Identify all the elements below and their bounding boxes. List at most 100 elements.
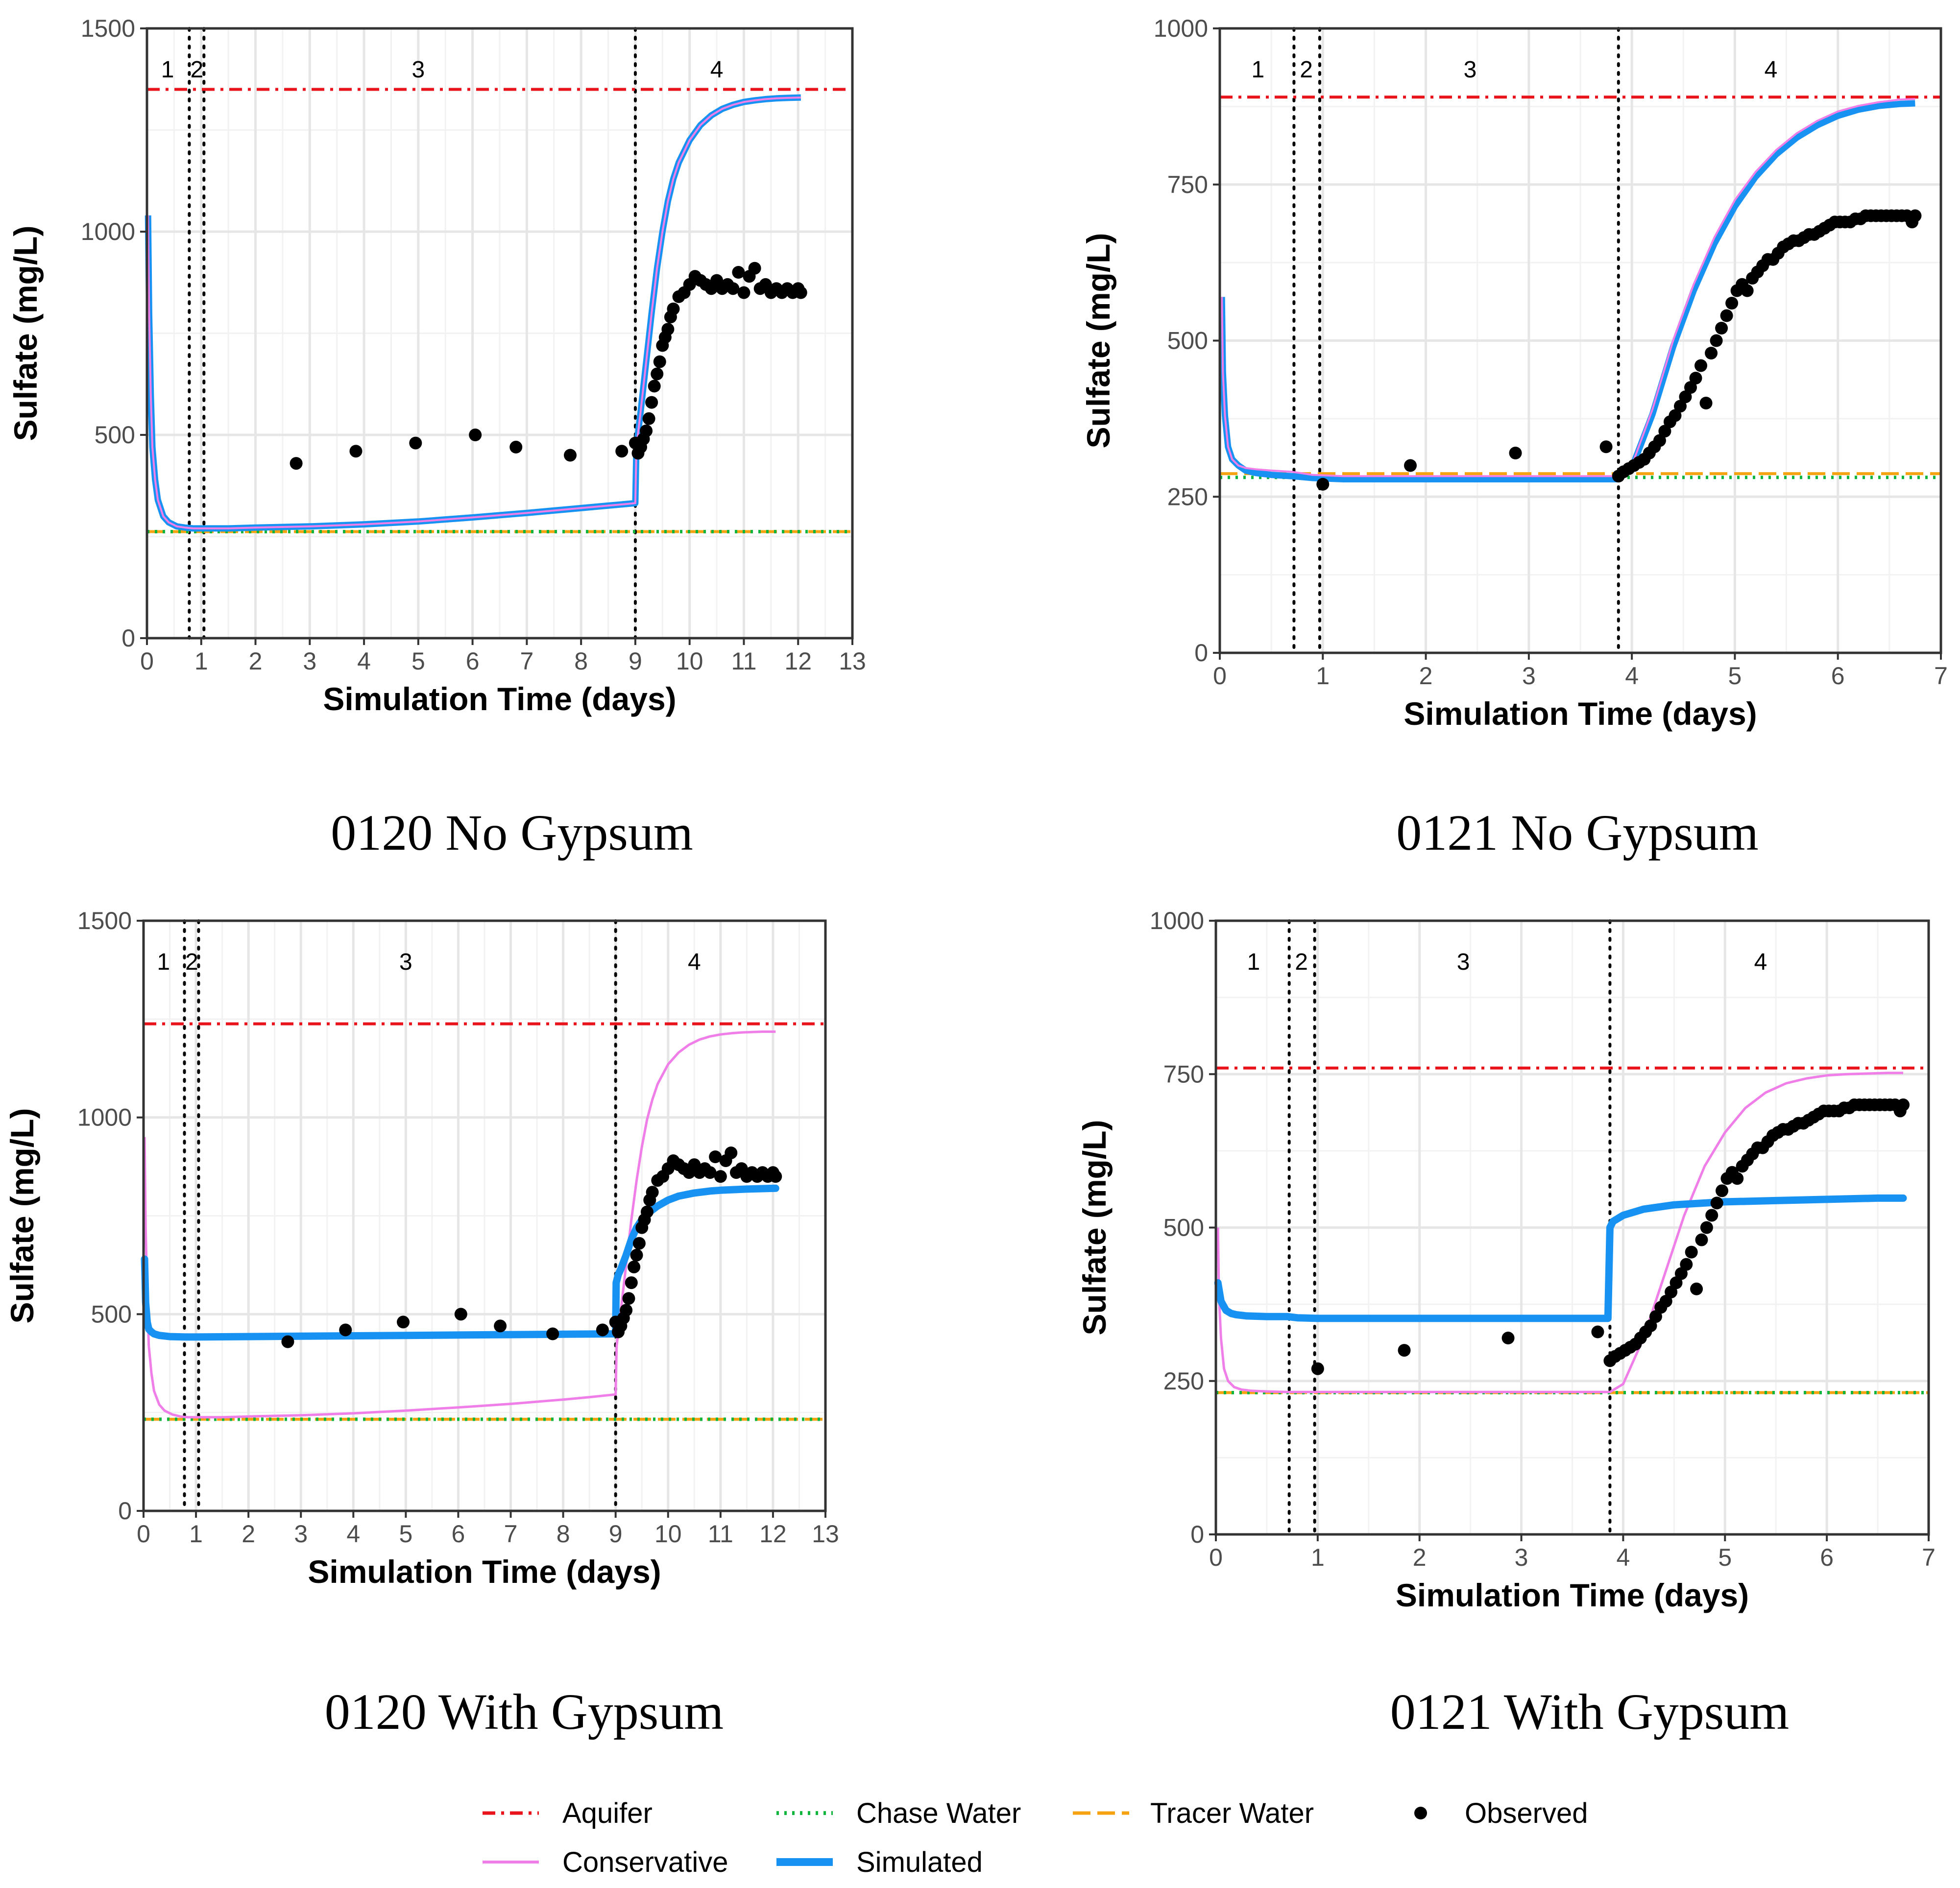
x-axis-title: Simulation Time (days) [323,681,676,717]
y-tick-label: 250 [1167,483,1208,510]
phase-label: 2 [1300,57,1313,83]
x-tick-label: 11 [731,647,757,675]
x-tick-label: 7 [1934,662,1948,690]
phase-label: 4 [710,57,724,83]
observed-point [1685,1245,1698,1259]
x-tick-label: 13 [839,647,866,675]
y-tick-label: 750 [1167,171,1208,198]
phase-label: 2 [185,949,198,975]
chart-panel: 1 2 3 40 1 2 3 4 5 6 7 8 9 10 11 12 13050010001500Simula… [4,907,839,1590]
observed-point [714,1170,727,1183]
x-tick-label: 13 [812,1520,839,1548]
x-tick-label: 6 [1820,1544,1834,1571]
x-axis-title: Simulation Time (days) [1403,695,1757,732]
x-tick-label: 5 [411,647,425,675]
conservative-line [147,96,801,529]
observed-point [769,1170,782,1183]
legend-label-observed: Observed [1465,1797,1588,1829]
phase-label: 1 [157,949,170,975]
x-tick-label: 0 [1209,1544,1223,1571]
observed-point [640,1205,653,1219]
observed-point [648,380,661,393]
observed-point [596,1323,609,1337]
observed-point [1680,1258,1693,1271]
observed-point [709,1150,722,1163]
y-tick-label: 500 [95,421,135,449]
observed-point [1669,409,1682,422]
phase-label: 1 [161,57,174,83]
x-tick-label: 3 [1515,1544,1528,1571]
observed-point [1316,478,1330,491]
observed-point [1695,1233,1708,1246]
observed-point [1725,297,1739,310]
simulated-line [141,1184,779,1341]
observed-point [290,457,303,470]
phase-label: 4 [1765,57,1778,83]
x-tick-label: 1 [194,647,208,675]
observed-point [1705,1209,1718,1222]
phase-label: 2 [1295,949,1308,975]
observed-point [1731,1172,1744,1185]
phase-label: 4 [688,949,701,975]
observed-point [630,1248,643,1262]
y-tick-label: 0 [118,1497,132,1525]
observed-point [564,449,577,462]
y-tick-label: 0 [1190,1521,1204,1548]
panel-captions: 0120 No Gypsum 0121 No Gypsum 0120 With … [325,805,1789,1740]
observed-point [794,286,807,299]
x-tick-label: 8 [557,1520,570,1548]
x-tick-label: 1 [1311,1544,1325,1571]
observed-point [1398,1344,1411,1357]
x-tick-label: 6 [1831,662,1845,690]
panel-caption: 0121 No Gypsum [1396,805,1759,861]
observed-point [1715,322,1728,335]
conservative-line [1216,1072,1903,1393]
x-tick-label: 12 [784,647,812,675]
y-axis-title: Sulfate (mg/L) [7,226,44,441]
x-tick-label: 10 [676,647,703,675]
panel-caption: 0121 With Gypsum [1390,1684,1789,1740]
x-tick-label: 7 [504,1520,518,1548]
observed-point [615,445,629,458]
x-tick-label: 9 [629,647,642,675]
x-tick-label: 4 [346,1520,360,1548]
observed-point [653,355,666,368]
y-tick-label: 0 [121,624,135,652]
x-tick-label: 4 [357,647,371,675]
observed-point [667,302,680,315]
y-tick-label: 250 [1163,1367,1204,1395]
observed-point [1679,390,1692,404]
observed-point [642,412,655,425]
observed-point [1710,1196,1723,1210]
observed-point [737,286,750,299]
observed-point [509,440,523,454]
phase-label: 3 [399,949,412,975]
chart-panels: 1 2 3 40 1 2 3 4 5 6 7 8 9 10 11 12 13050010001500Simula… [4,15,1948,1613]
observed-point [1690,1282,1703,1295]
y-tick-label: 1000 [1150,907,1204,934]
x-tick-label: 0 [140,647,154,675]
observed-point [620,1304,633,1317]
phase-label: 1 [1251,57,1264,83]
observed-point [1509,447,1522,459]
phase-label: 4 [1754,949,1767,975]
observed-point [645,396,658,409]
y-tick-label: 1000 [77,1104,132,1131]
plot-frame [145,27,854,640]
observed-point [703,1166,717,1179]
x-tick-label: 2 [1413,1544,1427,1571]
observed-point [632,1237,646,1250]
observed-point [1710,334,1723,347]
observed-point [1716,1184,1729,1197]
legend: Aquifer Chase Water Tracer Water Observe… [483,1797,1588,1878]
y-tick-label: 500 [91,1300,132,1328]
observed-point [622,1292,635,1305]
x-tick-label: 2 [249,647,263,675]
observed-point [1404,459,1417,472]
observed-point [1591,1325,1604,1338]
observed-point [1700,1221,1713,1234]
x-tick-label: 1 [189,1520,203,1548]
x-tick-label: 1 [1316,662,1330,690]
observed-point [726,282,740,295]
